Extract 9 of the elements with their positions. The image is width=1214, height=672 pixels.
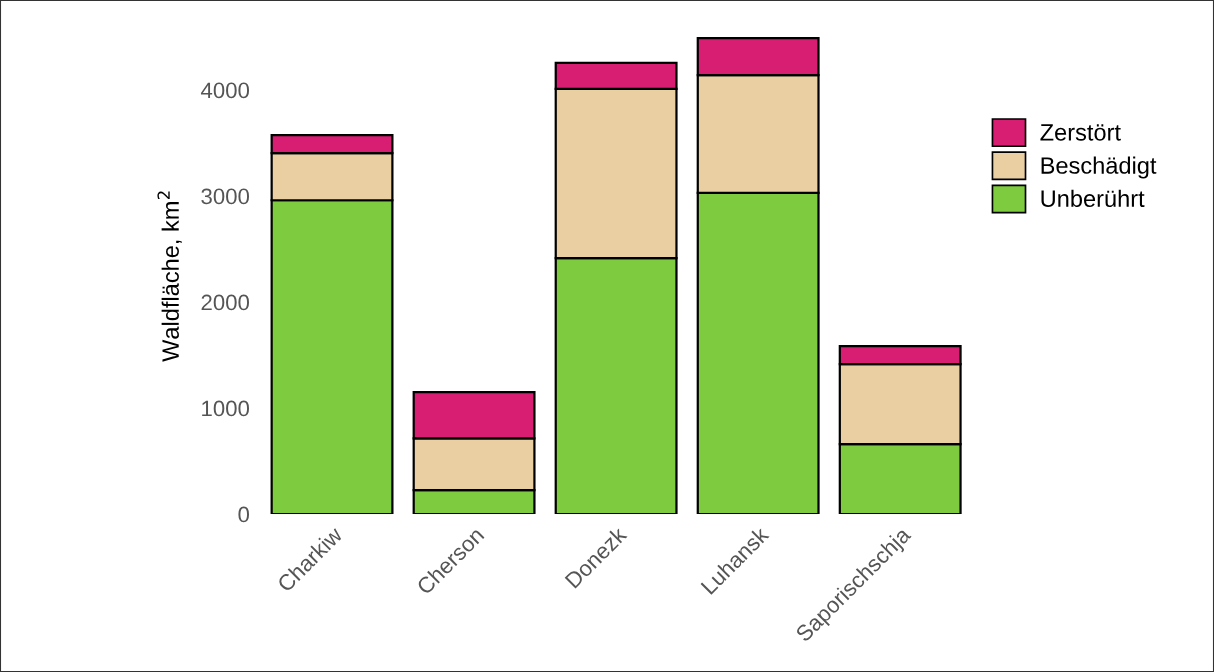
y-tick-label: 0 <box>238 506 250 523</box>
legend-label: Unberührt <box>1041 189 1145 208</box>
legend-label: Zerstört <box>1040 124 1121 141</box>
y-tick-label: 3000 <box>201 188 250 205</box>
y-axis-title: Waldfläche, km$^{2}$ <box>157 191 182 362</box>
y-tick-label: 2000 <box>201 294 250 311</box>
y-tick-label: 1000 <box>202 400 250 417</box>
y-tick-label: 4000 <box>200 82 250 99</box>
legend-label: Beschädigt <box>1041 156 1157 179</box>
